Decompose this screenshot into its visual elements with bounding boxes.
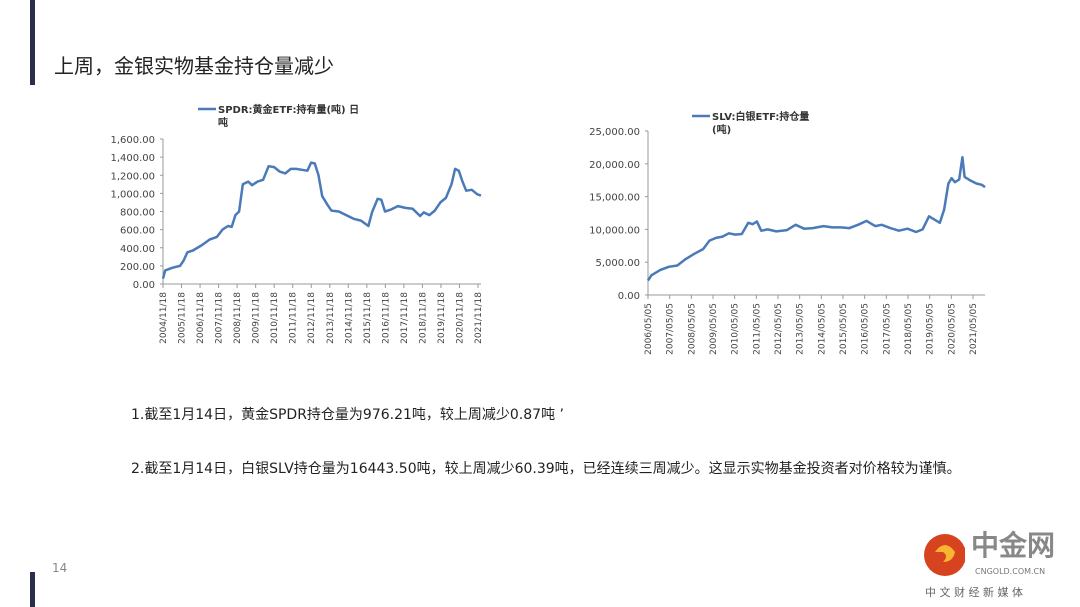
x-tick-label: 2009/05/05: [709, 303, 719, 355]
x-tick-label: 2006/11/18: [196, 292, 206, 344]
series-line: [161, 161, 482, 279]
x-tick-label: 2018/05/05: [904, 303, 914, 355]
y-tick-label: 0.00: [133, 280, 155, 291]
x-tick-label: 2016/11/18: [381, 292, 391, 344]
x-tick-label: 2015/05/05: [839, 303, 849, 355]
x-tick-label: 2010/11/18: [270, 292, 280, 344]
x-tick-label: 2005/11/18: [178, 292, 188, 344]
y-tick-label: 20,000.00: [589, 160, 640, 171]
x-tick-label: 2015/11/18: [363, 292, 373, 344]
x-tick-label: 2011/11/18: [289, 292, 299, 344]
accent-bar-bottom: [30, 572, 35, 607]
legend-label: SLV:白银ETF:持仓量: [712, 110, 809, 123]
legend-label: (吨): [712, 123, 731, 136]
x-tick-label: 2007/05/05: [666, 303, 676, 355]
logo-domain: CNGOLD.COM.CN: [975, 567, 1046, 576]
y-tick-label: 600.00: [120, 226, 155, 237]
note-silver: 2.截至1月14日，白银SLV持仓量为16443.50吨，较上周减少60.39吨…: [131, 461, 961, 477]
legend-label: 吨: [218, 116, 228, 129]
x-tick-label: 2009/11/18: [252, 292, 262, 344]
y-tick-label: 1,200.00: [110, 171, 155, 182]
x-tick-label: 2007/11/18: [215, 292, 225, 344]
x-tick-label: 2019/05/05: [926, 303, 936, 355]
charts: 0.00 200.00 400.00 600.00 800.00 1,000.00 1,20…: [110, 103, 986, 355]
y-tick-label: 1,600.00: [110, 135, 155, 146]
x-tick-label: 2004/11/18: [159, 292, 169, 344]
x-tick-label: 2020/11/18: [455, 292, 465, 344]
x-tick-label: 2014/05/05: [817, 303, 827, 355]
x-tick-label: 2014/11/18: [344, 292, 354, 344]
x-tick-label: 2017/11/18: [400, 292, 410, 344]
x-tick-label: 2017/05/05: [882, 303, 892, 355]
x-tick-label: 2008/05/05: [687, 303, 697, 355]
y-tick-label: 400.00: [120, 244, 155, 255]
x-tick-label: 2008/11/18: [233, 292, 243, 344]
y-tick-label: 15,000.00: [589, 193, 640, 204]
x-tick-label: 2012/05/05: [774, 303, 784, 355]
x-tick-label: 2006/05/05: [644, 303, 654, 355]
x-tick-label: 2020/05/05: [947, 303, 957, 355]
x-tick-label: 2021/05/05: [969, 303, 979, 355]
y-tick-label: 1,000.00: [110, 189, 155, 200]
x-tick-label: 2018/11/18: [418, 292, 428, 344]
y-tick-label: 10,000.00: [589, 225, 640, 236]
x-tick-label: 2019/11/18: [437, 292, 447, 344]
x-tick-label: 2013/05/05: [796, 303, 806, 355]
cngold-logo: 中金网 CNGOLD.COM.CN 中 文 财 经 新 媒 体: [905, 530, 1080, 607]
logo-mark-icon: [924, 534, 965, 576]
y-tick-label: 5,000.00: [595, 258, 640, 269]
note-gold: 1.截至1月14日，黄金SPDR持仓量为976.21吨，较上周减少0.87吨 ’: [131, 407, 564, 423]
series-line: [646, 155, 986, 282]
y-tick-label: 25,000.00: [589, 127, 640, 138]
y-tick-label: 0.00: [618, 291, 640, 302]
x-tick-label: 2011/05/05: [752, 303, 762, 355]
y-tick-label: 200.00: [120, 262, 155, 273]
y-tick-label: 1,400.00: [110, 153, 155, 164]
x-tick-label: 2012/11/18: [307, 292, 317, 344]
accent-bar-top: [30, 0, 35, 85]
y-tick-label: 800.00: [120, 208, 155, 219]
legend-label: SPDR:黄金ETF:持有量(吨) 日: [218, 103, 359, 116]
x-tick-label: 2016/05/05: [861, 303, 871, 355]
logo-name: 中金网: [971, 529, 1056, 562]
x-tick-label: 2021/11/18: [474, 292, 484, 344]
page-title: 上周，金银实物基金持仓量减少: [54, 54, 334, 78]
page-number: 14: [52, 561, 68, 575]
x-tick-label: 2010/05/05: [731, 303, 741, 355]
logo-tagline: 中 文 财 经 新 媒 体: [925, 586, 1023, 599]
x-tick-label: 2013/11/18: [326, 292, 336, 344]
